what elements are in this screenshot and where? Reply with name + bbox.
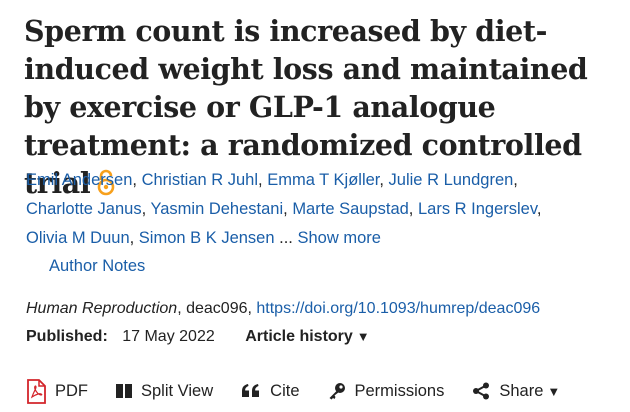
published-date: 17 May 2022 — [122, 328, 215, 345]
journal-name: Human Reproduction — [26, 300, 178, 317]
pdf-button[interactable]: PDF — [26, 378, 88, 404]
author-link[interactable]: Charlotte Janus — [26, 200, 142, 218]
cite-label: Cite — [270, 381, 300, 400]
author-link[interactable]: Emma T Kjøller — [267, 171, 380, 189]
quote-icon — [242, 384, 260, 397]
author-link[interactable]: Emil Andersen — [26, 171, 133, 189]
author-link[interactable]: Julie R Lundgren — [388, 171, 514, 189]
permissions-button[interactable]: Permissions — [328, 381, 445, 401]
caret-down-icon: ▼ — [356, 329, 370, 344]
author-link[interactable]: Marte Saupstad — [292, 200, 409, 218]
author-link[interactable]: Simon B K Jensen — [138, 229, 275, 247]
split-view-button[interactable]: Split View — [116, 382, 213, 401]
pdf-icon — [27, 378, 46, 404]
published-label: Published: — [26, 328, 108, 345]
split-view-icon — [116, 384, 132, 398]
article-title: Sperm count is increased by diet-induced… — [24, 12, 624, 205]
caret-down-icon: ▼ — [547, 383, 561, 399]
author-notes-row: Author Notes — [49, 254, 145, 278]
share-label: Share — [499, 381, 544, 400]
article-toolbar: PDF Split View Cite Permissions Share ▼ — [26, 376, 588, 406]
open-access-lock-icon — [96, 167, 116, 205]
split-view-label: Split View — [141, 381, 214, 400]
author-notes-link[interactable]: Author Notes — [49, 257, 146, 275]
publication-row: Published: 17 May 2022 Article history ▼ — [26, 325, 370, 349]
article-history-label: Article history — [245, 328, 353, 345]
article-history-toggle[interactable]: Article history ▼ — [245, 328, 369, 345]
author-list: Emil Andersen, Christian R Juhl, Emma T … — [26, 171, 542, 247]
pdf-label: PDF — [55, 381, 88, 400]
share-button[interactable]: Share ▼ — [472, 382, 560, 401]
title-text: Sperm count is increased by diet-induced… — [24, 14, 588, 200]
author-link[interactable]: Lars R Ingerslev — [417, 200, 537, 218]
author-ellipsis: ... — [279, 229, 293, 247]
author-link[interactable]: Christian R Juhl — [141, 171, 259, 189]
permissions-label: Permissions — [354, 381, 445, 400]
article-id: , deac096, — [177, 300, 257, 317]
citation-line: Human Reproduction, deac096, https://doi… — [26, 297, 540, 321]
author-link[interactable]: Yasmin Dehestani — [150, 200, 284, 218]
author-link[interactable]: Olivia M Duun — [26, 229, 130, 247]
cite-button[interactable]: Cite — [241, 381, 300, 401]
key-icon — [329, 383, 345, 400]
show-more-link[interactable]: Show more — [297, 229, 381, 247]
doi-link[interactable]: https://doi.org/10.1093/humrep/deac096 — [256, 300, 541, 317]
share-icon — [473, 382, 490, 400]
